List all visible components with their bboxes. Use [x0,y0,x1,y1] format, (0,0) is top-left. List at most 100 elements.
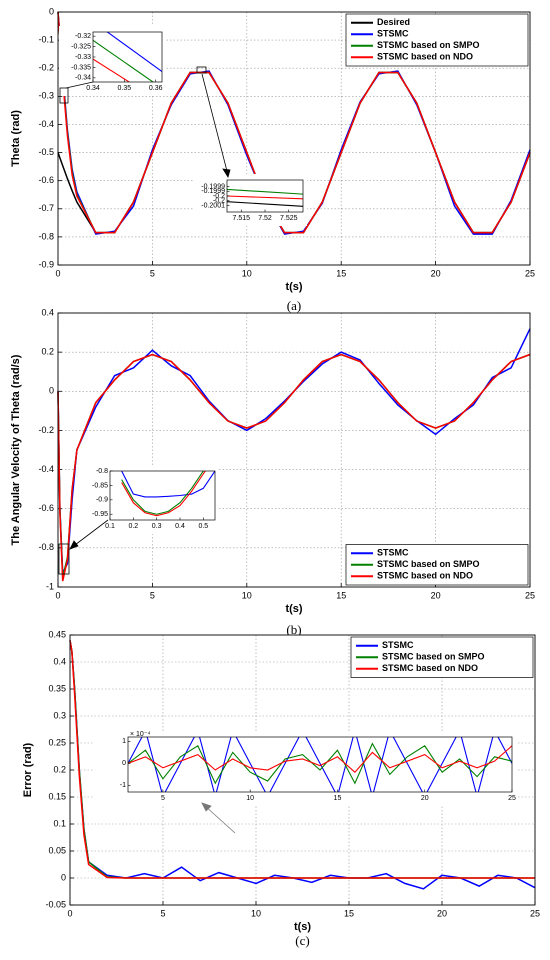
x-tick-label: 25 [530,908,540,918]
inset-y-tick-label: -0.2001 [201,202,225,209]
inset-y-tick-label: -0.33 [75,54,91,61]
inset-x-tick-label: 0.4 [175,523,185,530]
x-tick-label: 10 [251,908,261,918]
y-tick-label: 0.05 [48,845,66,855]
y-tick-label: -0.6 [38,175,54,185]
y-tick-label: 0 [49,386,54,396]
inset-y-tick-label: -1 [120,782,126,789]
arrow [203,804,236,834]
legend-label: STSMC based on SMPO [377,559,480,569]
data-line [128,742,512,785]
inset-x-tick-label: 0.1 [105,523,115,530]
y-tick-label: -1 [46,581,54,591]
legend-label: STSMC based on NDO [377,571,473,581]
x-tick-label: 25 [525,590,535,600]
inset-y-tick-label: -0.2 [213,193,225,200]
inset-lines [128,737,512,792]
legend-label: STSMC [377,548,409,558]
y-tick-label: -0.6 [38,503,54,513]
inset-x-tick-label: 20 [421,795,429,802]
inset-y-tick-label: -0.2 [213,198,225,205]
y-tick-label: 0.4 [53,656,66,666]
x-tick-label: 25 [525,268,535,278]
inset-x-tick-label: 10 [246,795,254,802]
inset-lines [227,188,303,207]
y-tick-label: -0.3 [38,91,54,101]
inset-y-tick-label: -0.325 [71,43,91,50]
zoom-annotations [58,66,236,834]
y-tick-label: -0.7 [38,203,54,213]
zoom-box [58,543,70,575]
x-tick-label: 15 [344,908,354,918]
y-axis-label: The Angular Velocity of Theta (rad/s) [10,354,22,545]
x-axis-label: t(s) [285,603,302,615]
inset-x-tick-label: 0.5 [198,523,208,530]
y-tick-label: 0.15 [48,791,66,801]
data-line [93,39,154,82]
x-tick-label: 0 [67,908,72,918]
y-tick-label: -0.9 [38,259,54,269]
data-line [121,471,215,498]
inset-y-tick-label: -0.34 [75,75,91,82]
data-line [227,201,303,207]
x-tick-label: 20 [431,590,441,600]
caption: (c) [295,933,309,948]
plot-frame [69,634,536,906]
inset-y-tick-label: 1 [122,738,126,745]
y-tick-label: 0.1 [53,818,66,828]
plot-frame [57,312,531,588]
inset-lines [121,471,215,517]
inset-x-tick-label: 7.525 [280,215,298,222]
caption: (a) [287,298,301,313]
arrow-head [201,802,212,812]
data-line [227,195,303,200]
y-tick-label: 0 [49,6,54,16]
zoom-box [59,87,69,104]
legend-label: STSMC [377,29,409,39]
legend-label: STSMC based on SMPO [382,652,485,662]
legend-label: STSMC based on NDO [377,52,473,62]
data-line [227,188,303,195]
inset-x-tick-label: 15 [334,795,342,802]
legend-label: STSMC based on NDO [382,663,478,673]
y-tick-label: -0.8 [38,542,54,552]
y-tick-label: -0.8 [38,231,54,241]
data-line [121,471,204,515]
inset-y-tick-label: -0.8 [96,468,108,475]
inset-x-tick-label: 0.35 [118,85,132,92]
y-tick-label: -0.2 [38,63,54,73]
inset-y-tick-label: -0.1999 [201,188,225,195]
plot-area [58,313,530,587]
inset-x-tick-label: 7.515 [232,215,250,222]
data-line [121,471,206,517]
y-axis-label: Error (rad) [22,742,34,797]
inset-x-tick-label: 7.52 [258,215,272,222]
y-tick-label: 0.45 [48,629,66,639]
y-tick-label: 0.2 [41,347,54,357]
inset-x-tick-label: 0.34 [86,85,100,92]
y-tick-label: 0.2 [53,764,66,774]
arrow [70,519,109,549]
y-tick-label: 0.25 [48,737,66,747]
zoom-box [196,66,207,74]
y-tick-label: 0.3 [53,710,66,720]
x-axis-label: t(s) [285,281,302,293]
zoom-link [65,81,94,89]
data-line [128,745,512,773]
inset-area [93,32,162,82]
caption: (b) [286,622,301,637]
x-tick-label: 0 [55,268,60,278]
inset-y-tick-label: -0.1999 [201,183,225,190]
x-tick-label: 0 [55,590,60,600]
legend-box [350,636,534,678]
inset-x-tick-label: 25 [508,795,516,802]
y-tick-label: -0.5 [38,147,54,157]
inset-lines [93,32,162,82]
inset-x-tick-label: 0.2 [128,523,138,530]
legend-label: STSMC [382,640,414,650]
x-tick-label: 5 [150,590,155,600]
x-tick-label: 20 [431,268,441,278]
data-line [69,640,535,879]
x-tick-label: 10 [242,268,252,278]
arrow-head [69,540,79,550]
